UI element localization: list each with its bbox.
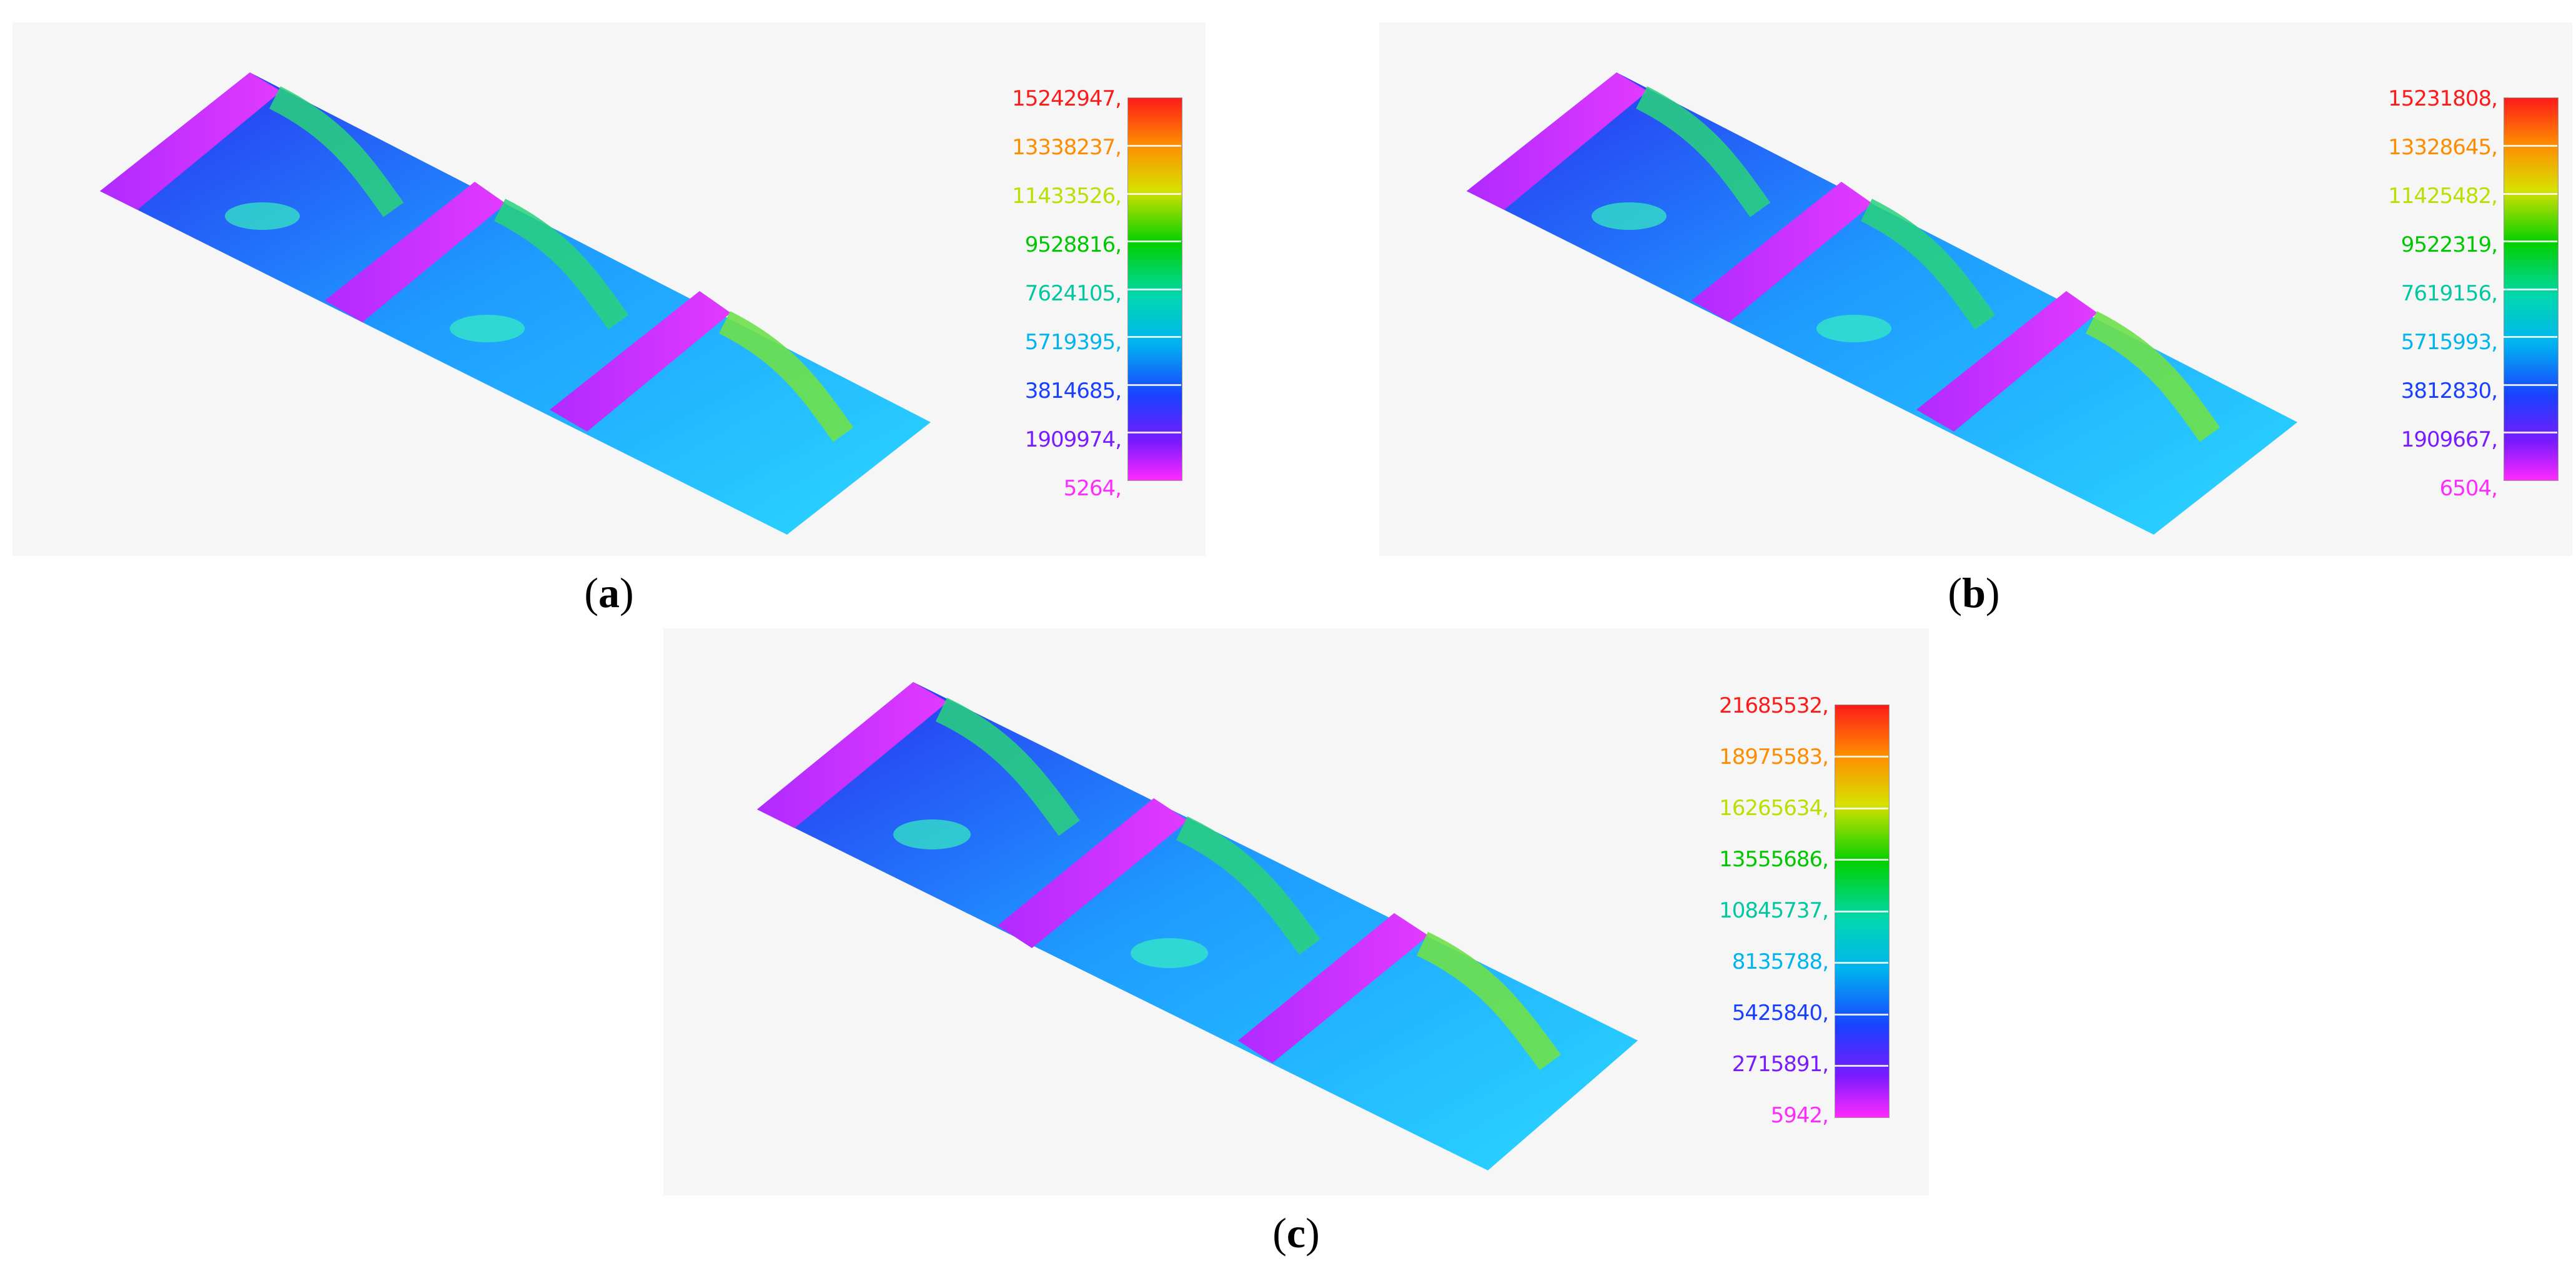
panel-caption: (b) — [1948, 569, 2000, 616]
legend-label: 3814685, — [1024, 378, 1122, 403]
legend-label: 2715891, — [1731, 1052, 1829, 1077]
legend-label: 13328645, — [2388, 135, 2498, 160]
wing-stress-contour-render — [757, 682, 1638, 1170]
contour-panel-b: 15231808, 13328645, 11425482, 9522319, 7… — [1379, 22, 2572, 556]
legend-label: 15231808, — [2388, 86, 2498, 111]
legend-label: 13338237, — [1012, 135, 1122, 160]
legend-label: 1909974, — [1024, 427, 1122, 452]
legend-label: 10845737, — [1719, 898, 1829, 923]
legend-label: 8135788, — [1731, 949, 1829, 974]
legend-label: 3812830, — [2400, 378, 2498, 403]
legend-label: 11433526, — [1012, 184, 1122, 209]
wing-stress-contour-render — [100, 72, 931, 535]
legend-label: 1909667, — [2400, 427, 2498, 452]
legend-label: 5264, — [1063, 476, 1122, 501]
legend-label: 5715993, — [2400, 330, 2498, 355]
legend-label: 9522319, — [2400, 232, 2498, 257]
legend-label: 13555686, — [1719, 847, 1829, 872]
legend-label: 5719395, — [1024, 330, 1122, 355]
legend-label: 16265634, — [1719, 796, 1829, 821]
legend-label: 15242947, — [1012, 86, 1122, 111]
legend-label: 5942, — [1770, 1103, 1829, 1128]
wing-stress-contour-render — [1467, 72, 2297, 535]
legend-label: 7619156, — [2400, 281, 2498, 306]
legend-label: 21685532, — [1719, 693, 1829, 718]
legend-label: 18975583, — [1719, 744, 1829, 769]
contour-panel-a: 15242947, 13338237, 11433526, 9528816, 7… — [12, 22, 1206, 556]
legend-label: 7624105, — [1024, 281, 1122, 306]
contour-panel-c: 21685532, 18975583, 16265634, 13555686, … — [663, 628, 1929, 1195]
panel-caption: (c) — [1272, 1209, 1320, 1257]
panel-caption: (a) — [584, 569, 634, 616]
legend-label: 9528816, — [1024, 232, 1122, 257]
legend-label: 11425482, — [2388, 184, 2498, 209]
legend-label: 6504, — [2439, 476, 2498, 501]
legend-label: 5425840, — [1731, 1001, 1829, 1026]
